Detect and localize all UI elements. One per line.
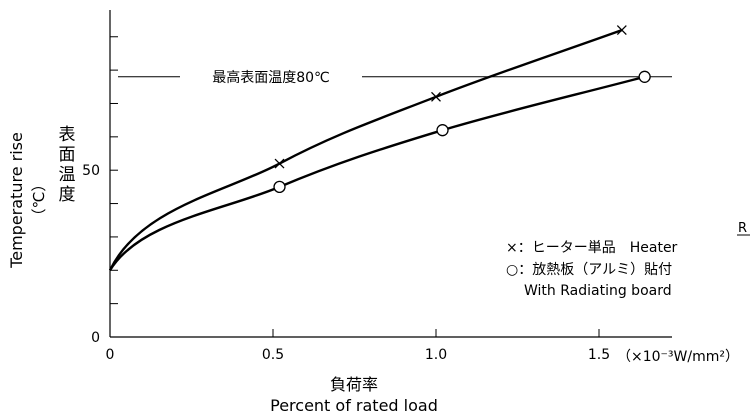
x-tick-label: 0.5 <box>262 347 284 363</box>
y-axis-label: Temperature rise <box>7 132 26 269</box>
legend-entry-radiating-en: With Radiating board <box>524 283 672 299</box>
x-axis-label-en: Percent of rated load <box>270 396 438 415</box>
y-axis-label-ja-char: 度 <box>59 185 76 205</box>
legend-entry-heater: ×：ヒーター単品 Heater <box>506 240 678 256</box>
ticks: 0 0.5 1.0 1.5 0 50 <box>82 36 610 363</box>
y-axis-label-ja-char: 面 <box>59 145 76 165</box>
y-tick-label: 50 <box>82 163 100 179</box>
y-axis-label-ja-char: 表 <box>59 125 76 145</box>
x-tick-label: 1.0 <box>425 347 447 363</box>
data-point-circle <box>436 124 449 137</box>
series-line-0 <box>108 28 623 271</box>
x-tick-label: 0 <box>106 347 115 363</box>
edge-fragment-text: R <box>738 221 747 236</box>
y-axis-unit: （℃） <box>30 177 48 224</box>
data-point-circle <box>638 70 651 83</box>
x-tick-label: 1.5 <box>588 347 610 363</box>
reference-line-label: 最高表面温度80℃ <box>212 69 330 86</box>
data-point-x <box>616 25 627 36</box>
y-axis-label-ja-char: 温 <box>59 165 76 185</box>
data-point-x <box>431 91 441 102</box>
axes <box>109 10 672 338</box>
series-group <box>108 25 651 271</box>
x-axis-label: 負荷率 <box>330 375 378 394</box>
data-point-x <box>274 158 285 169</box>
reference-line-group: 最高表面温度80℃ <box>118 69 672 86</box>
legend-entry-radiating: ○：放熱板（アルミ）貼付 <box>506 262 672 278</box>
y-axis-label-ja: 表面温度 <box>59 125 76 205</box>
series-line-1 <box>108 75 645 271</box>
data-point-x-stroke <box>616 25 627 36</box>
y-tick-label: 0 <box>91 330 100 346</box>
data-point-x-stroke <box>431 91 441 102</box>
x-unit-label: （×10⁻³W/mm²） <box>617 349 739 365</box>
data-point-circle <box>273 180 286 194</box>
data-point-x-stroke <box>274 158 285 169</box>
